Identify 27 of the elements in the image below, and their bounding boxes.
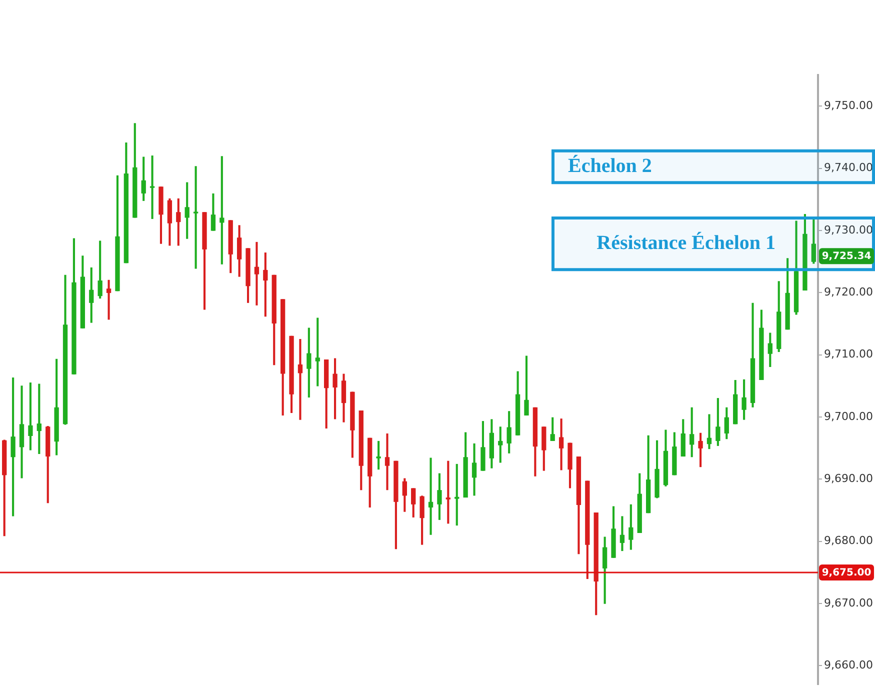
- candlestick: [446, 460, 450, 524]
- y-tick-label: 9,720.00: [824, 286, 873, 298]
- candlestick: [150, 156, 155, 219]
- y-tick-label: 9,750.00: [824, 98, 873, 112]
- candlestick: [706, 414, 712, 450]
- band-label: Échelon 2: [568, 154, 652, 177]
- y-tick-label: 9,680.00: [824, 534, 873, 548]
- y-tick-label: 9,700.00: [824, 410, 873, 423]
- candlestick: [428, 458, 434, 535]
- candlestick: [298, 338, 303, 420]
- candlestick: [220, 156, 224, 264]
- y-tick-label: 9,690.00: [824, 472, 873, 486]
- y-tick-label: 9,710.00: [824, 348, 873, 361]
- y-tick-label: 9,660.00: [824, 658, 873, 672]
- candlestick: [454, 464, 460, 526]
- y-tick-label: 9,740.00: [824, 161, 873, 174]
- candlestick: [19, 386, 24, 478]
- text: 9,725.34: [822, 251, 872, 262]
- band-label: Résistance Échelon 1: [596, 231, 776, 254]
- candlestick: [384, 433, 390, 490]
- y-tick-label: 9,730.00: [824, 223, 873, 236]
- y-tick-label: 9,670.00: [824, 596, 873, 610]
- ref-line-label: 9,675.00: [822, 568, 872, 579]
- candlestick: [315, 318, 320, 386]
- candlestick: [193, 166, 198, 269]
- candlestick: [376, 440, 381, 470]
- candlestick: [106, 280, 112, 320]
